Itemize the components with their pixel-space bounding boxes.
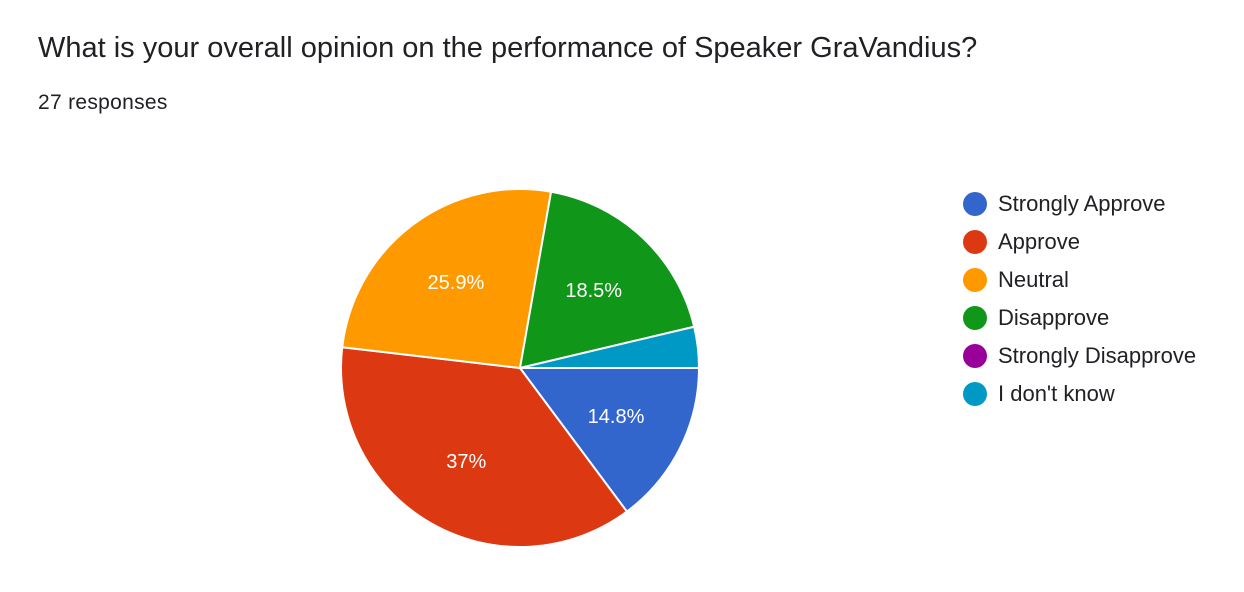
pie-slice-disapprove: [518, 190, 696, 370]
data-label-approve: 37%: [446, 451, 486, 473]
legend-label-neutral: Neutral: [998, 267, 1069, 292]
legend-swatch-approve: [963, 230, 987, 254]
legend-label-approve: Approve: [998, 229, 1080, 254]
pie-slice-i-don-t-know: [519, 325, 701, 369]
chart-title: What is your overall opinion on the perf…: [38, 32, 978, 64]
legend-swatch-strongly-disapprove: [963, 344, 987, 368]
legend-label-strongly-approve: Strongly Approve: [998, 191, 1166, 216]
legend-item-disapprove: Disapprove: [963, 299, 1196, 337]
pie-slice-approve: [340, 346, 629, 548]
legend-label-i-don-t-know: I don't know: [998, 381, 1115, 406]
legend-label-disapprove: Disapprove: [998, 305, 1110, 330]
legend-item-strongly-disapprove: Strongly Disapprove: [963, 337, 1196, 375]
response-count: 27 responses: [38, 91, 168, 114]
legend-swatch-disapprove: [963, 306, 987, 330]
pie-slice-strongly-approve: [518, 367, 701, 513]
legend-item-approve: Approve: [963, 223, 1196, 261]
legend-item-i-don-t-know: I don't know: [963, 375, 1196, 413]
legend-swatch-neutral: [963, 268, 987, 292]
legend-swatch-i-don-t-know: [963, 382, 987, 406]
pie-slice-neutral: [341, 188, 553, 370]
legend-item-neutral: Neutral: [963, 261, 1196, 299]
data-label-disapprove: 18.5%: [565, 280, 622, 302]
legend-item-strongly-approve: Strongly Approve: [963, 185, 1196, 223]
chart-legend: Strongly Approve Approve Neutral Disapprove…: [963, 185, 1196, 413]
data-label-strongly-approve: 14.8%: [588, 406, 645, 428]
legend-swatch-strongly-approve: [963, 192, 987, 216]
legend-label-strongly-disapprove: Strongly Disapprove: [998, 343, 1197, 368]
data-label-neutral: 25.9%: [428, 272, 485, 294]
